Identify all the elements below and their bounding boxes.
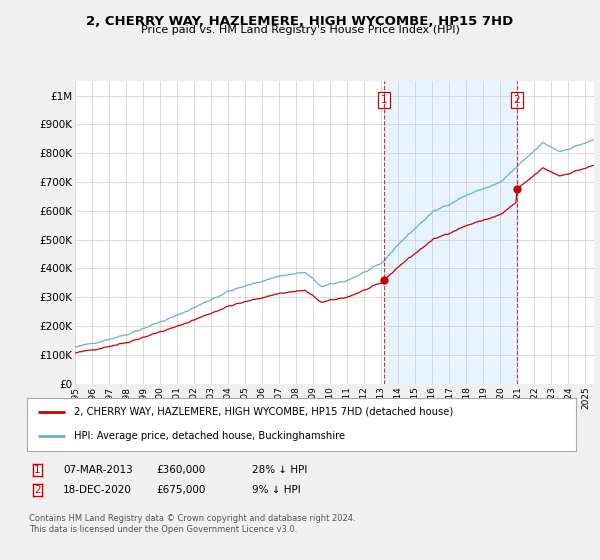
Text: HPI: Average price, detached house, Buckinghamshire: HPI: Average price, detached house, Buck…: [74, 431, 345, 441]
Text: This data is licensed under the Open Government Licence v3.0.: This data is licensed under the Open Gov…: [29, 525, 297, 534]
Text: 9% ↓ HPI: 9% ↓ HPI: [252, 485, 301, 495]
Text: 2, CHERRY WAY, HAZLEMERE, HIGH WYCOMBE, HP15 7HD (detached house): 2, CHERRY WAY, HAZLEMERE, HIGH WYCOMBE, …: [74, 407, 453, 417]
Bar: [385, 81, 517, 384]
Text: 2: 2: [34, 485, 41, 495]
Text: Contains HM Land Registry data © Crown copyright and database right 2024.: Contains HM Land Registry data © Crown c…: [29, 514, 355, 523]
Text: 2: 2: [514, 95, 520, 105]
Text: £360,000: £360,000: [156, 465, 205, 475]
Text: 1: 1: [34, 465, 41, 475]
Text: 18-DEC-2020: 18-DEC-2020: [63, 485, 132, 495]
Text: 2, CHERRY WAY, HAZLEMERE, HIGH WYCOMBE, HP15 7HD: 2, CHERRY WAY, HAZLEMERE, HIGH WYCOMBE, …: [86, 15, 514, 27]
Text: Price paid vs. HM Land Registry's House Price Index (HPI): Price paid vs. HM Land Registry's House …: [140, 25, 460, 35]
Text: 1: 1: [381, 95, 388, 105]
Text: 07-MAR-2013: 07-MAR-2013: [63, 465, 133, 475]
Text: 28% ↓ HPI: 28% ↓ HPI: [252, 465, 307, 475]
Point: [380, 276, 389, 284]
Point: [512, 185, 521, 194]
Text: £675,000: £675,000: [156, 485, 205, 495]
